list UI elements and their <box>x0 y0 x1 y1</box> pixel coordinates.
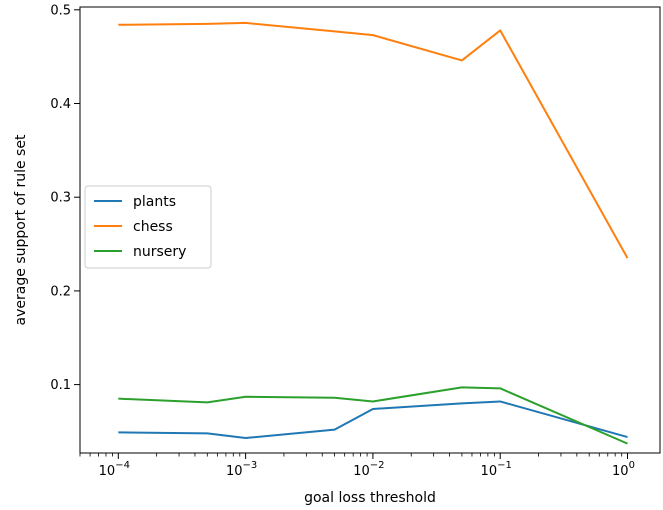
x-tick-label: 10−4 <box>99 460 130 479</box>
x-tick-label: 10−1 <box>481 460 512 479</box>
x-tick-label: 10−2 <box>353 460 384 479</box>
y-axis-ticks: 0.1 0.2 0.3 0.4 0.5 <box>50 3 80 393</box>
x-tick-label: 10−3 <box>226 460 257 479</box>
y-tick-label: 0.3 <box>50 191 71 206</box>
legend-label-chess: chess <box>133 219 173 235</box>
x-axis-label: goal loss threshold <box>304 490 436 506</box>
y-axis-label: average support of rule set <box>13 134 29 325</box>
series-lines <box>118 21 629 445</box>
series-line-nursery <box>118 386 628 445</box>
plot-frame <box>79 6 661 454</box>
y-tick-label: 0.1 <box>50 378 71 393</box>
legend-box <box>84 185 212 269</box>
legend-label-plants: plants <box>133 194 176 210</box>
y-tick-label: 0.2 <box>50 284 71 299</box>
legend-label-nursery: nursery <box>133 244 186 260</box>
x-tick-label: 100 <box>612 460 635 479</box>
series-line-plants <box>118 400 628 440</box>
y-tick-label: 0.5 <box>50 3 71 18</box>
plot-area <box>79 6 661 454</box>
legend: plants chess nursery <box>84 185 212 269</box>
series-line-chess <box>118 21 629 259</box>
y-tick-label: 0.4 <box>50 97 71 112</box>
x-axis-ticks: 10−4 10−3 10−2 10−1 100 <box>79 453 635 479</box>
